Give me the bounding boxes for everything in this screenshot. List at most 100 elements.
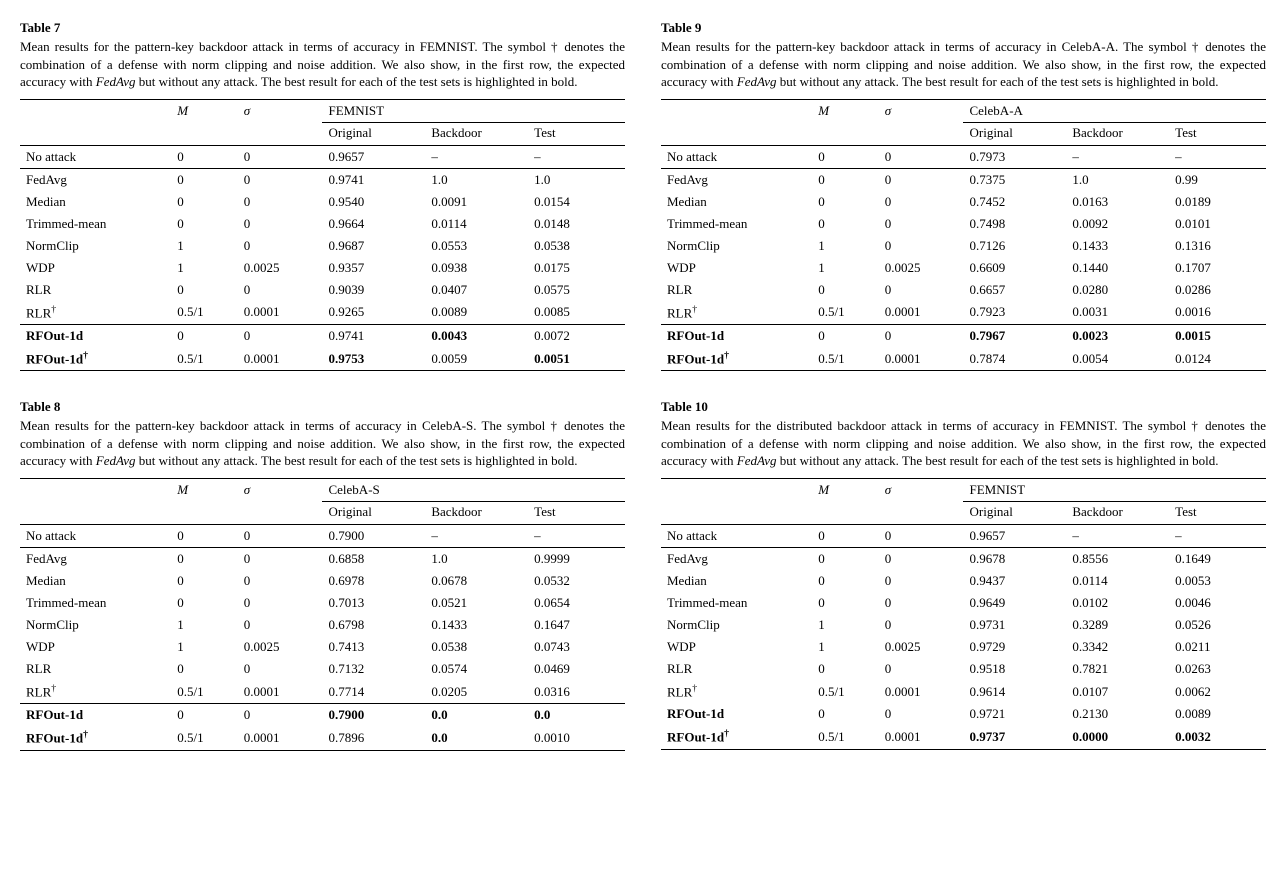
row-rfout-M: 0 [171,324,238,347]
row-rlr_dag: RLR†0.5/10.00010.79230.00310.0016 [661,301,1266,325]
row-fedavg-sigma: 0 [879,547,964,570]
row-normclip-test: 0.1647 [528,614,625,636]
row-rfout: RFOut-1d000.79000.00.0 [20,704,625,727]
row-rfout-sigma: 0 [238,324,323,347]
row-rlr-sigma: 0 [238,658,323,680]
row-rfout-label: RFOut-1d [661,703,812,725]
row-median-test: 0.0532 [528,570,625,592]
row-normclip-test: 0.0526 [1169,614,1266,636]
header-backdoor: Backdoor [1066,501,1169,524]
row-rfout_dag-M: 0.5/1 [812,347,879,370]
row-rlr-back: 0.0574 [425,658,528,680]
row-rfout_dag-label: RFOut-1d† [661,725,812,748]
row-no_attack: No attack000.7900–– [20,524,625,547]
row-fedavg: FedAvg000.68581.00.9999 [20,547,625,570]
row-rfout-label: RFOut-1d [20,704,171,727]
row-rfout-M: 0 [812,324,879,347]
row-normclip-back: 0.1433 [425,614,528,636]
row-fedavg-sigma: 0 [238,547,323,570]
bottom-rule [661,370,1266,371]
row-rlr-M: 0 [812,279,879,301]
row-normclip-M: 1 [171,235,238,257]
row-median-sigma: 0 [879,191,964,213]
header-blank [20,478,171,501]
row-rlr_dag-orig: 0.7714 [322,680,425,704]
table-7-block: Table 7Mean results for the pattern-key … [20,20,625,371]
row-wdp-sigma: 0.0025 [238,636,323,658]
row-rfout-test: 0.0 [528,704,625,727]
row-normclip-test: 0.1316 [1169,235,1266,257]
row-no_attack-label: No attack [661,524,812,547]
row-rfout_dag-M: 0.5/1 [171,726,238,749]
row-trimmed_mean-orig: 0.9664 [322,213,425,235]
row-rlr_dag-back: 0.0031 [1066,301,1169,325]
t9-caption: Mean results for the pattern-key backdoo… [661,38,1266,91]
row-rlr-sigma: 0 [879,279,964,301]
row-rfout-label: RFOut-1d [20,324,171,347]
row-normclip: NormClip100.96870.05530.0538 [20,235,625,257]
row-no_attack-test: – [528,145,625,168]
row-rlr_dag-M: 0.5/1 [812,301,879,325]
row-rlr-M: 0 [171,658,238,680]
row-fedavg: FedAvg000.73751.00.99 [661,168,1266,191]
row-rfout-orig: 0.9741 [322,324,425,347]
row-median-sigma: 0 [238,570,323,592]
row-normclip-back: 0.3289 [1066,614,1169,636]
row-rfout-back: 0.0 [425,704,528,727]
header-test: Test [528,501,625,524]
row-fedavg-back: 0.8556 [1066,547,1169,570]
row-rlr_dag-sigma: 0.0001 [879,301,964,325]
row-fedavg-back: 1.0 [425,168,528,191]
header-M: M [171,478,238,501]
row-rlr_dag-test: 0.0062 [1169,680,1266,703]
row-fedavg-M: 0 [812,168,879,191]
row-rfout_dag-back: 0.0000 [1066,725,1169,748]
row-no_attack-test: – [1169,524,1266,547]
row-fedavg-orig: 0.6858 [322,547,425,570]
row-median-back: 0.0091 [425,191,528,213]
row-normclip-sigma: 0 [238,235,323,257]
row-rfout_dag-label: RFOut-1d† [20,726,171,749]
row-rfout_dag: RFOut-1d†0.5/10.00010.78960.00.0010 [20,726,625,749]
row-median-test: 0.0154 [528,191,625,213]
row-trimmed_mean: Trimmed-mean000.74980.00920.0101 [661,213,1266,235]
row-normclip-M: 1 [171,614,238,636]
header-blank [661,478,812,501]
row-median-label: Median [661,191,812,213]
row-rlr-back: 0.0407 [425,279,528,301]
row-rlr_dag-sigma: 0.0001 [238,680,323,704]
row-normclip-back: 0.1433 [1066,235,1169,257]
row-normclip-label: NormClip [661,614,812,636]
row-median-label: Median [661,570,812,592]
row-wdp-back: 0.0938 [425,257,528,279]
row-rfout_dag: RFOut-1d†0.5/10.00010.97370.00000.0032 [661,725,1266,748]
row-wdp-orig: 0.9357 [322,257,425,279]
row-median-label: Median [20,191,171,213]
row-rfout_dag-back: 0.0054 [1066,347,1169,370]
row-rlr: RLR000.90390.04070.0575 [20,279,625,301]
row-rlr: RLR000.95180.78210.0263 [661,658,1266,680]
row-wdp-label: WDP [661,636,812,658]
row-rlr_dag: RLR†0.5/10.00010.96140.01070.0062 [661,680,1266,703]
row-trimmed_mean-back: 0.0114 [425,213,528,235]
row-rfout: RFOut-1d000.79670.00230.0015 [661,324,1266,347]
row-no_attack-sigma: 0 [879,145,964,168]
row-median: Median000.74520.01630.0189 [661,191,1266,213]
row-normclip-sigma: 0 [238,614,323,636]
table-9-block: Table 9Mean results for the pattern-key … [661,20,1266,371]
row-rlr-back: 0.0280 [1066,279,1169,301]
row-rlr-label: RLR [20,279,171,301]
row-normclip-label: NormClip [661,235,812,257]
row-wdp: WDP10.00250.66090.14400.1707 [661,257,1266,279]
row-no_attack-M: 0 [812,524,879,547]
bottom-rule [20,750,625,751]
row-rfout_dag-back: 0.0059 [425,347,528,370]
row-rlr_dag: RLR†0.5/10.00010.92650.00890.0085 [20,301,625,325]
row-fedavg-label: FedAvg [20,547,171,570]
row-rfout_dag-label: RFOut-1d† [20,347,171,370]
row-rfout-M: 0 [171,704,238,727]
t10-caption: Mean results for the distributed backdoo… [661,417,1266,470]
row-rfout-orig: 0.7900 [322,704,425,727]
row-normclip-orig: 0.6798 [322,614,425,636]
row-trimmed_mean-orig: 0.7498 [963,213,1066,235]
